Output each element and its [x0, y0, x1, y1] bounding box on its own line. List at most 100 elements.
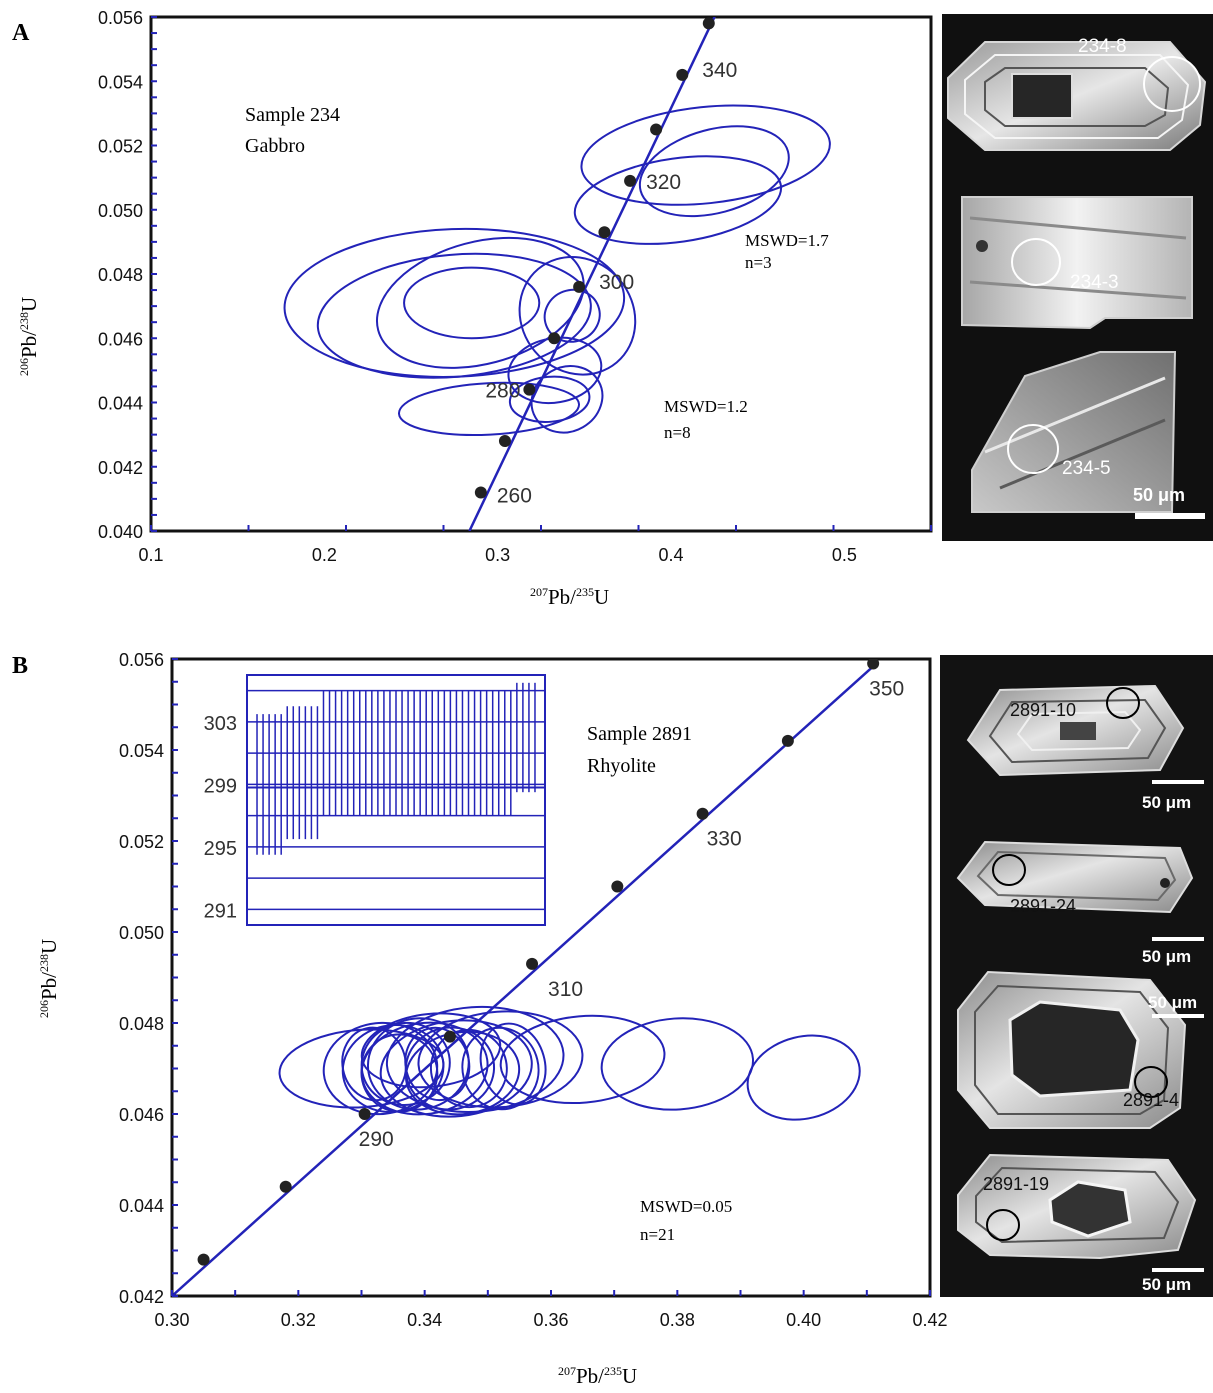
n-count: n=21: [640, 1225, 675, 1244]
growth-zone: [975, 1166, 1180, 1244]
y-axis-label: 206Pb/238U: [17, 297, 41, 376]
panel-b: B 0.0420.0440.0460.0480.0500.0520.0540.0…: [12, 650, 1213, 1388]
plot-area: [172, 659, 880, 1296]
scale-bar-label: 50 μm: [1142, 1275, 1191, 1294]
spot-label: 2891-24: [1010, 896, 1076, 916]
error-ellipse: [499, 1014, 666, 1105]
inclusion: [976, 240, 988, 252]
inset-tick-label: 299: [204, 775, 237, 797]
cl-image-strip-a: 234-8 234-3 234-5 50 μm: [942, 14, 1213, 541]
growth-zone: [964, 54, 1190, 139]
age-marker: [573, 280, 586, 293]
age-label: 300: [599, 271, 634, 294]
error-ellipse: [322, 1021, 439, 1116]
analysis-spot: [992, 854, 1026, 886]
growth-zone: [976, 850, 1177, 902]
y-tick-label: 0.056: [119, 650, 164, 670]
error-ellipse: [638, 125, 790, 218]
scale-bar-label: 50 μm: [1148, 993, 1197, 1012]
x-tick-label: 0.2: [312, 545, 337, 565]
mswd: MSWD=0.05: [640, 1197, 732, 1216]
age-label: 350: [869, 678, 904, 701]
plot-frame: [149, 15, 933, 533]
analysis-spot: [1011, 238, 1061, 286]
concordia-curve: [468, 17, 716, 531]
growth-zone: [999, 418, 1166, 490]
y-tick-label: 0.056: [98, 8, 143, 28]
age-marker: [197, 1253, 210, 1266]
spot-label: 234-8: [1078, 36, 1127, 57]
age-marker: [650, 123, 663, 136]
y-tick-label: 0.042: [98, 458, 143, 478]
age-marker: [358, 1108, 371, 1120]
scale-bar-label: 50 μm: [1142, 947, 1191, 966]
error-ellipse: [379, 1019, 533, 1118]
scale-bar: [1135, 513, 1205, 519]
error-ellipse: [600, 1017, 755, 1111]
age-marker: [702, 17, 715, 30]
panel-a-label: A: [12, 20, 30, 46]
age-marker: [867, 659, 880, 670]
y-tick-label: 0.046: [119, 1105, 164, 1125]
x-tick-label: 0.40: [786, 1310, 821, 1330]
plot-frame: [170, 657, 932, 1298]
age-marker: [548, 332, 561, 345]
age-marker: [611, 880, 624, 893]
inset-frame: [246, 674, 546, 926]
sample-name: Sample 234: [245, 104, 340, 126]
scale-bar: [1152, 937, 1204, 941]
age-marker: [443, 1030, 456, 1043]
age-marker: [696, 807, 709, 820]
x-tick-label: 0.5: [832, 545, 857, 565]
scale-bar-label: 50 μm: [1142, 793, 1191, 812]
rock-type: Gabbro: [245, 135, 305, 157]
analysis-spot: [1134, 1066, 1168, 1098]
scale-bar: [1152, 1268, 1204, 1272]
growth-zone: [988, 698, 1167, 764]
age-marker: [279, 1180, 292, 1193]
error-ellipse: [403, 266, 541, 340]
growth-zone: [969, 280, 1187, 300]
chart-b: 0.042 0.044 0.046 0.048 0.050 0.052 0.054 0.056…: [119, 650, 948, 1330]
x-tick-label: 0.3: [485, 545, 510, 565]
error-ellipse: [278, 1028, 445, 1109]
n-upper: n=3: [745, 253, 772, 272]
age-marker: [474, 486, 487, 499]
sample-name: Sample 2891: [587, 723, 692, 745]
x-tick-label: 0.34: [407, 1310, 442, 1330]
spot-label: 2891-10: [1010, 700, 1076, 720]
x-tick-label: 0.32: [281, 1310, 316, 1330]
age-marker: [598, 226, 611, 239]
panel-b-label: B: [12, 653, 28, 679]
y-tick-label: 0.050: [119, 923, 164, 943]
analysis-spot: [1106, 687, 1140, 719]
panel-a: A 0.0400.0420.0440.0460.0480.0500.0520.0…: [12, 8, 1213, 609]
growth-zone: [974, 984, 1170, 1115]
x-tick-label: 0.30: [154, 1310, 189, 1330]
error-ellipse: [404, 1030, 521, 1116]
scale-bar-label: 50 μm: [1133, 485, 1185, 505]
x-tick-label: 0.36: [533, 1310, 568, 1330]
spot-label: 2891-19: [983, 1174, 1049, 1194]
error-ellipse: [580, 104, 831, 206]
y-tick-label: 0.050: [98, 201, 143, 221]
x-tick-label: 0.42: [912, 1310, 947, 1330]
error-ellipse: [341, 1026, 407, 1102]
error-ellipse: [375, 236, 585, 369]
error-ellipse: [479, 1022, 547, 1106]
error-ellipse: [746, 1034, 861, 1121]
x-tick-label: 0.4: [658, 545, 683, 565]
growth-zone: [969, 216, 1187, 240]
inset-tick-label: 291: [204, 900, 237, 922]
error-ellipse: [417, 1010, 584, 1109]
y-tick-label: 0.042: [119, 1287, 164, 1307]
n-lower: n=8: [664, 423, 691, 442]
age-marker: [526, 957, 539, 970]
age-marker: [498, 435, 511, 448]
y-tick-label: 0.054: [119, 741, 164, 761]
growth-zone: [984, 376, 1166, 454]
weighted-mean-inset: 303 299 295 291: [204, 674, 546, 926]
cl-image-strip-b: 2891-10 50 μm 2891-24 50 μm 2891-4 50 μm: [940, 655, 1213, 1297]
error-ellipse: [508, 375, 591, 423]
